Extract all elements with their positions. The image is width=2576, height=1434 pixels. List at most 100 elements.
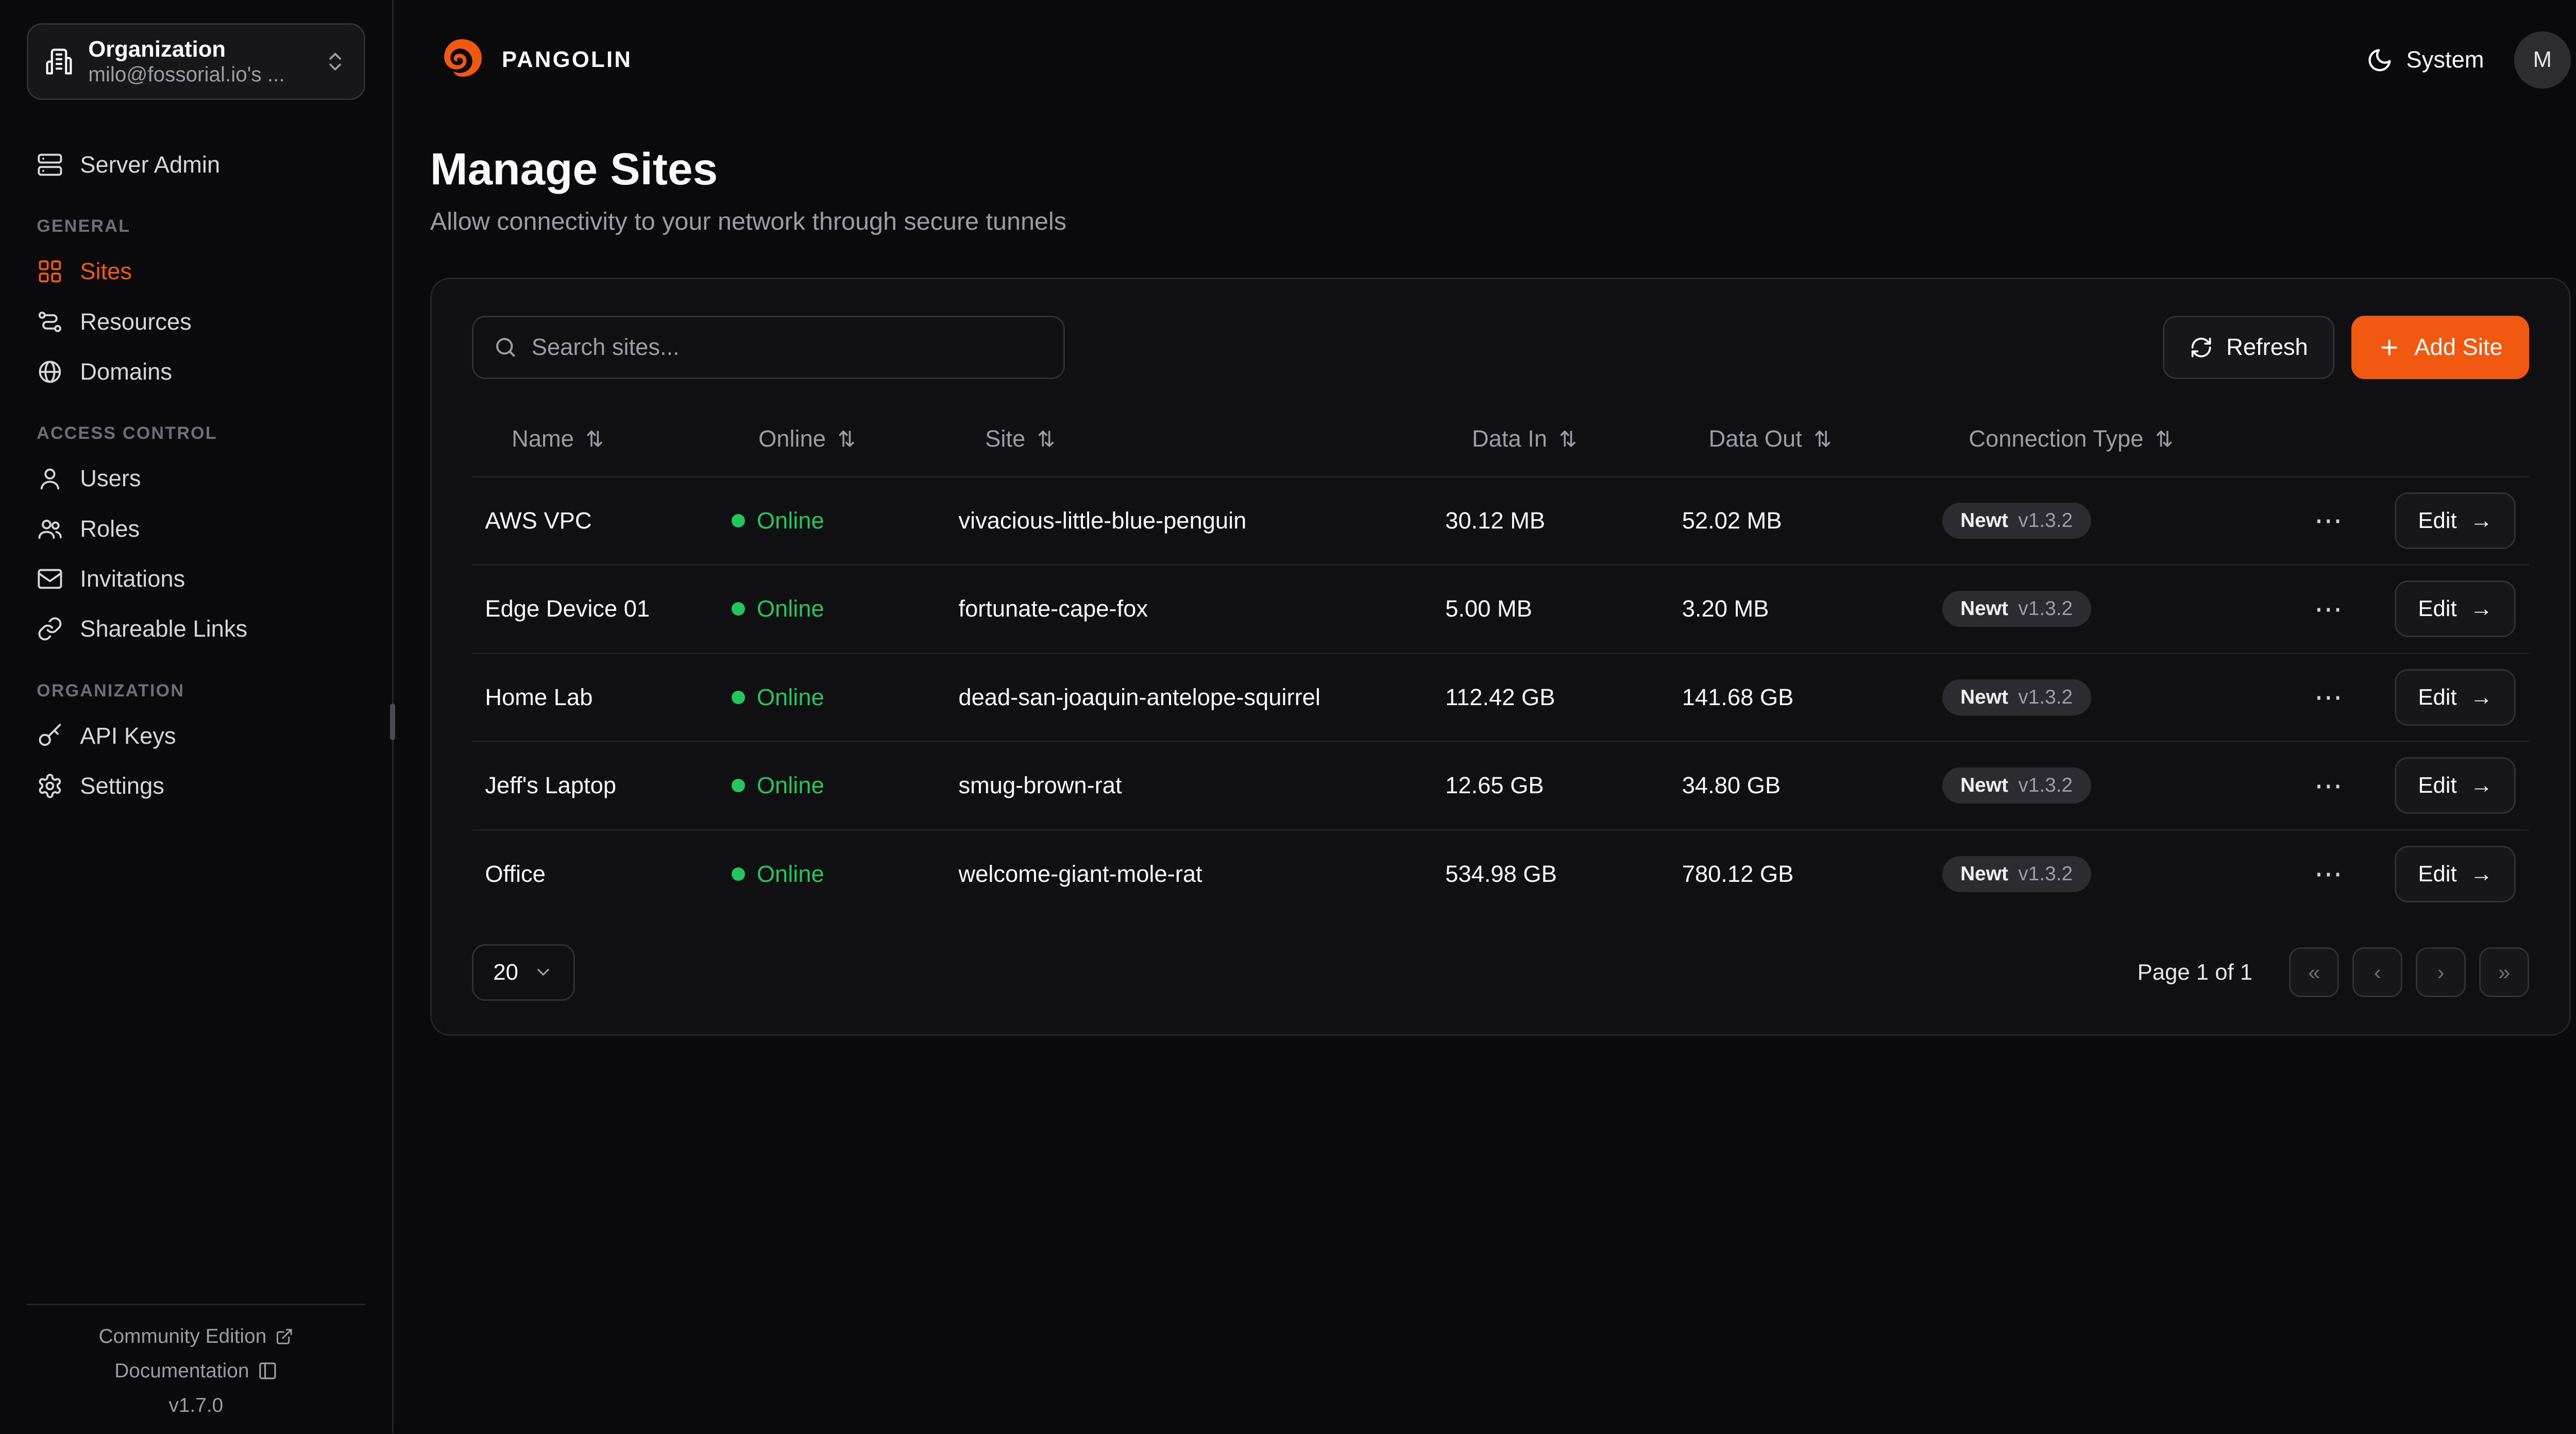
site-name: Office bbox=[485, 860, 546, 887]
sidebar-item-users[interactable]: Users bbox=[27, 454, 365, 504]
online-status: Online bbox=[732, 507, 958, 534]
column-header-connection-type[interactable]: Connection Type ⇅ bbox=[1969, 425, 2174, 452]
page-subtitle: Allow connectivity to your network throu… bbox=[430, 207, 1066, 235]
main-area: PANGOLIN System M Manage Sites Allow con… bbox=[394, 0, 2576, 1433]
add-site-button[interactable]: Add Site bbox=[2351, 316, 2530, 379]
sidebar-item-server-admin[interactable]: Server Admin bbox=[27, 140, 365, 190]
sidebar-item-label: Resources bbox=[80, 308, 192, 335]
gear-icon bbox=[37, 773, 63, 799]
column-header-site[interactable]: Site ⇅ bbox=[985, 425, 1056, 452]
search-icon bbox=[493, 335, 518, 360]
site-name: Jeff's Laptop bbox=[485, 772, 617, 799]
arrow-right-icon: → bbox=[2470, 507, 2493, 533]
sidebar-resize-handle[interactable] bbox=[390, 703, 396, 740]
site-name: Home Lab bbox=[485, 684, 593, 710]
edit-button[interactable]: Edit → bbox=[2395, 492, 2516, 549]
row-menu-button[interactable]: ⋯ bbox=[2301, 588, 2356, 630]
column-header-data-out[interactable]: Data Out ⇅ bbox=[1708, 425, 1832, 452]
data-out: 3.20 MB bbox=[1682, 595, 1769, 622]
chevrons-up-down-icon bbox=[324, 50, 347, 73]
column-header-name[interactable]: Name ⇅ bbox=[512, 425, 604, 452]
pangolin-logo-icon bbox=[437, 35, 487, 85]
site-slug: dead-san-joaquin-antelope-squirrel bbox=[958, 684, 1320, 710]
sidebar-item-api-keys[interactable]: API Keys bbox=[27, 711, 365, 761]
link-icon bbox=[37, 616, 63, 642]
building-icon bbox=[45, 47, 73, 76]
sidebar-item-shareable-links[interactable]: Shareable Links bbox=[27, 604, 365, 654]
row-menu-button[interactable]: ⋯ bbox=[2301, 853, 2356, 895]
theme-toggle[interactable]: System bbox=[2366, 46, 2484, 73]
sidebar-item-roles[interactable]: Roles bbox=[27, 504, 365, 554]
row-menu-button[interactable]: ⋯ bbox=[2301, 765, 2356, 807]
sidebar-footer: Community Edition Documentation v1.7.0 bbox=[26, 1304, 365, 1433]
data-in: 5.00 MB bbox=[1445, 595, 1532, 622]
data-in: 30.12 MB bbox=[1445, 507, 1546, 534]
topbar-right: System M bbox=[2366, 31, 2571, 89]
page-content: Manage Sites Allow connectivity to your … bbox=[394, 120, 2576, 1036]
table-row: Jeff's Laptop Online smug-brown-rat 12.6… bbox=[471, 741, 2530, 829]
sidebar-item-label: Shareable Links bbox=[80, 616, 248, 642]
data-in: 12.65 GB bbox=[1445, 772, 1544, 799]
refresh-button[interactable]: Refresh bbox=[2163, 316, 2335, 379]
table-header: Name ⇅ Online ⇅ Site ⇅ Data In ⇅ bbox=[472, 402, 2530, 475]
table-footer: 20 Page 1 of 1 « ‹ › » bbox=[471, 944, 2530, 1001]
table-row: AWS VPC Online vivacious-little-blue-pen… bbox=[471, 475, 2530, 565]
topbar: PANGOLIN System M bbox=[394, 0, 2576, 120]
search-box bbox=[471, 316, 1065, 379]
key-icon bbox=[37, 723, 63, 749]
sidebar-item-sites[interactable]: Sites bbox=[27, 247, 365, 297]
org-picker-subtitle: milo@fossorial.io's ... bbox=[88, 62, 285, 86]
documentation-link[interactable]: Documentation bbox=[27, 1360, 365, 1382]
online-dot-icon bbox=[732, 779, 745, 793]
table-row: Home Lab Online dead-san-joaquin-antelop… bbox=[471, 652, 2530, 741]
mail-icon bbox=[37, 566, 63, 592]
sidebar: Organization milo@fossorial.io's ... Ser… bbox=[0, 0, 396, 1433]
add-site-label: Add Site bbox=[2414, 334, 2503, 361]
last-page-button[interactable]: » bbox=[2479, 947, 2530, 998]
data-in: 112.42 GB bbox=[1445, 684, 1555, 710]
avatar[interactable]: M bbox=[2514, 31, 2571, 89]
sidebar-nav: Server Admin GENERAL Sites Resources Dom bbox=[27, 130, 365, 811]
online-status: Online bbox=[732, 684, 958, 711]
connection-type-badge: Newt v1.3.2 bbox=[1942, 767, 2091, 804]
data-out: 52.02 MB bbox=[1682, 507, 1782, 534]
arrow-right-icon: → bbox=[2470, 861, 2493, 886]
user-icon bbox=[37, 465, 63, 492]
section-label-access-control: ACCESS CONTROL bbox=[37, 423, 217, 443]
data-out: 780.12 GB bbox=[1682, 860, 1794, 887]
sidebar-item-label: Sites bbox=[80, 258, 132, 285]
moon-icon bbox=[2366, 47, 2393, 74]
online-dot-icon bbox=[732, 514, 745, 527]
sidebar-item-domains[interactable]: Domains bbox=[27, 347, 365, 397]
sidebar-item-invitations[interactable]: Invitations bbox=[27, 554, 365, 604]
community-edition-label: Community Edition bbox=[98, 1325, 267, 1348]
sites-card: Refresh Add Site Name ⇅ bbox=[430, 277, 2571, 1036]
section-label-general: GENERAL bbox=[37, 216, 131, 236]
column-header-online[interactable]: Online ⇅ bbox=[758, 425, 856, 452]
data-out: 34.80 GB bbox=[1682, 772, 1781, 799]
first-page-button[interactable]: « bbox=[2289, 947, 2340, 998]
search-input[interactable] bbox=[531, 334, 1044, 361]
edit-button[interactable]: Edit → bbox=[2395, 581, 2516, 638]
connection-type-badge: Newt v1.3.2 bbox=[1942, 502, 2091, 539]
sites-toolbar: Refresh Add Site bbox=[471, 316, 2530, 379]
previous-page-button[interactable]: ‹ bbox=[2352, 947, 2403, 998]
row-menu-button[interactable]: ⋯ bbox=[2301, 676, 2356, 718]
data-in: 534.98 GB bbox=[1445, 860, 1557, 887]
next-page-button[interactable]: › bbox=[2416, 947, 2466, 998]
edit-button[interactable]: Edit → bbox=[2395, 757, 2516, 814]
sidebar-item-resources[interactable]: Resources bbox=[27, 297, 365, 347]
community-edition-link[interactable]: Community Edition bbox=[27, 1325, 365, 1348]
org-picker[interactable]: Organization milo@fossorial.io's ... bbox=[26, 23, 365, 100]
sites-grid-icon bbox=[37, 258, 63, 285]
sidebar-item-label: Settings bbox=[80, 772, 164, 799]
edit-button[interactable]: Edit → bbox=[2395, 845, 2516, 902]
sidebar-item-label: API Keys bbox=[80, 722, 176, 749]
online-status: Online bbox=[732, 595, 958, 622]
column-header-data-in[interactable]: Data In ⇅ bbox=[1472, 425, 1577, 452]
page-size-select[interactable]: 20 bbox=[471, 944, 575, 1001]
edit-button[interactable]: Edit → bbox=[2395, 669, 2516, 726]
row-menu-button[interactable]: ⋯ bbox=[2301, 500, 2356, 541]
sidebar-item-settings[interactable]: Settings bbox=[27, 761, 365, 811]
